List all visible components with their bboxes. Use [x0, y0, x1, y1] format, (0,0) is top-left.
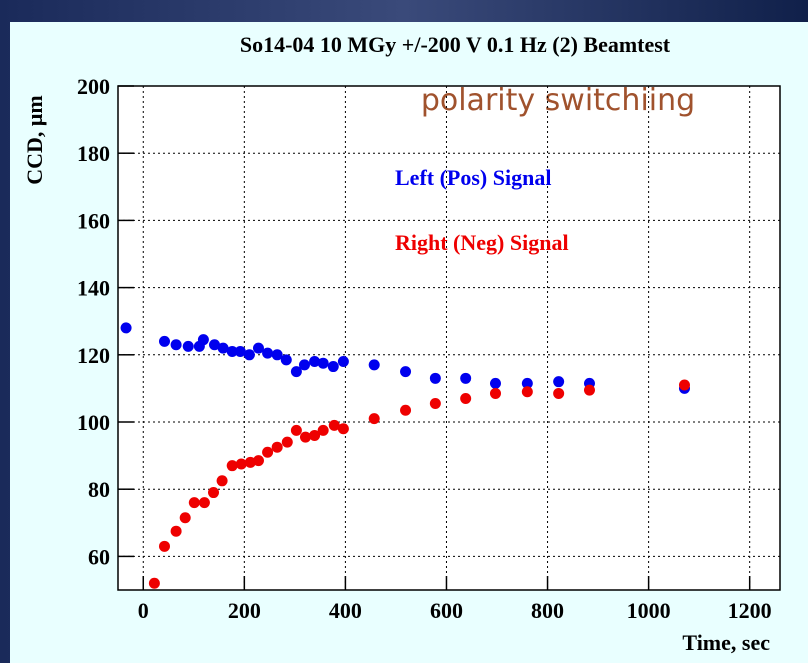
- data-point: [217, 342, 229, 354]
- legend-label: Left (Pos) Signal: [395, 165, 551, 190]
- data-point: [182, 340, 194, 352]
- x-tick-label: 200: [228, 598, 261, 623]
- data-point: [170, 339, 182, 351]
- data-point: [209, 339, 221, 351]
- y-tick-label: 160: [77, 208, 110, 233]
- y-tick-label: 180: [77, 141, 110, 166]
- data-point: [337, 423, 349, 435]
- data-point: [262, 446, 274, 458]
- data-point: [521, 386, 533, 398]
- chart-title: So14-04 10 MGy +/-200 V 0.1 Hz (2) Beamt…: [240, 32, 671, 57]
- data-point: [298, 359, 310, 371]
- legend-label: Right (Neg) Signal: [395, 230, 569, 255]
- data-point: [179, 512, 191, 524]
- data-point: [317, 424, 329, 436]
- x-tick-label: 800: [531, 598, 564, 623]
- data-point: [400, 404, 412, 416]
- data-point: [290, 424, 302, 436]
- data-point: [262, 347, 274, 359]
- data-point: [280, 354, 292, 366]
- data-point: [337, 356, 349, 368]
- data-point: [460, 392, 472, 404]
- y-tick-label: 80: [88, 477, 110, 502]
- data-point: [521, 377, 533, 389]
- y-tick-label: 200: [77, 74, 110, 99]
- x-tick-label: 0: [138, 598, 149, 623]
- data-point: [243, 349, 255, 361]
- data-point: [197, 334, 209, 346]
- data-point: [368, 359, 380, 371]
- y-tick-label: 60: [88, 544, 110, 569]
- data-point: [271, 441, 283, 453]
- data-point: [158, 335, 170, 347]
- data-point: [678, 379, 690, 391]
- data-point: [290, 366, 302, 378]
- data-point: [120, 322, 132, 334]
- data-point: [553, 387, 565, 399]
- data-point: [328, 419, 340, 431]
- data-point: [583, 384, 595, 396]
- y-axis-label: CCD, μm: [22, 95, 47, 184]
- data-point: [208, 487, 220, 499]
- y-tick-label: 120: [77, 343, 110, 368]
- data-point: [226, 345, 238, 357]
- x-tick-label: 1000: [627, 598, 671, 623]
- data-point: [188, 497, 200, 509]
- data-point: [148, 577, 160, 589]
- data-point: [460, 372, 472, 384]
- x-tick-label: 1200: [728, 598, 772, 623]
- data-point: [309, 429, 321, 441]
- data-point: [170, 525, 182, 537]
- plot-area: [117, 85, 781, 591]
- data-point: [281, 436, 293, 448]
- data-point: [252, 342, 264, 354]
- x-tick-label: 400: [329, 598, 362, 623]
- data-point: [252, 455, 264, 467]
- y-tick-label: 100: [77, 410, 110, 435]
- data-point: [489, 387, 501, 399]
- data-point: [317, 357, 329, 369]
- data-point: [271, 349, 283, 361]
- annotation: polarity switchiing: [421, 83, 695, 118]
- y-tick-label: 140: [77, 276, 110, 301]
- data-point: [234, 345, 246, 357]
- data-point: [368, 413, 380, 425]
- data-point: [235, 458, 247, 470]
- data-point: [158, 540, 170, 552]
- data-point: [553, 376, 565, 388]
- data-point: [299, 431, 311, 443]
- data-point: [400, 366, 412, 378]
- data-point: [327, 361, 339, 373]
- data-point: [226, 460, 238, 472]
- data-point: [309, 356, 321, 368]
- data-point: [216, 475, 228, 487]
- data-point: [429, 372, 441, 384]
- x-axis-label: Time, sec: [682, 630, 770, 655]
- x-tick-label: 600: [430, 598, 463, 623]
- data-point: [429, 398, 441, 410]
- data-point: [198, 497, 210, 509]
- data-point: [489, 377, 501, 389]
